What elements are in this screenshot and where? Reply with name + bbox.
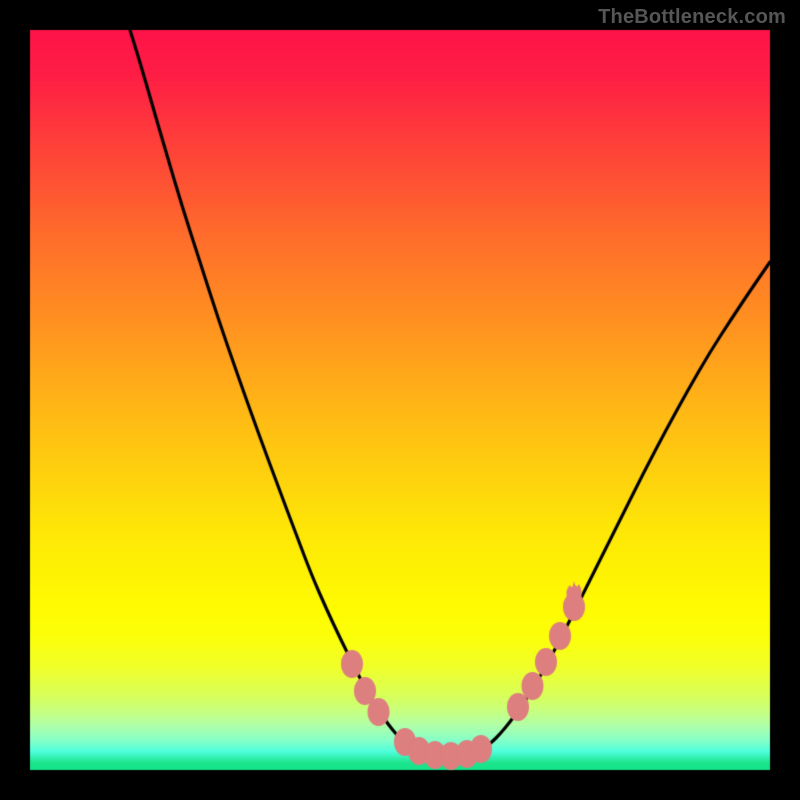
curve-markers bbox=[0, 0, 800, 800]
bottleneck-chart: TheBottleneck.com bbox=[0, 0, 800, 800]
watermark-text: TheBottleneck.com bbox=[598, 6, 786, 29]
